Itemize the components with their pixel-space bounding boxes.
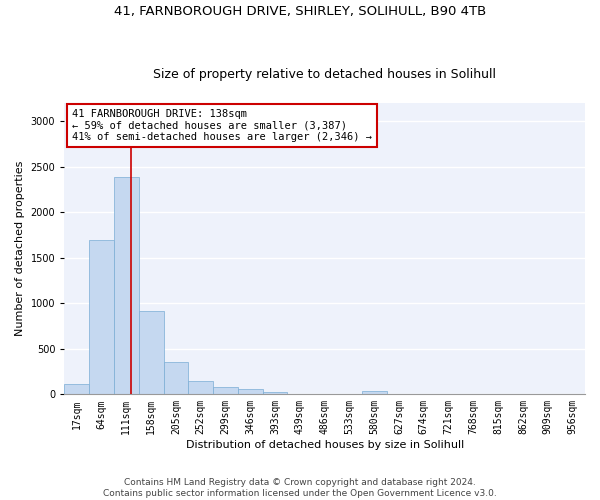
Text: Contains HM Land Registry data © Crown copyright and database right 2024.
Contai: Contains HM Land Registry data © Crown c…: [103, 478, 497, 498]
Bar: [164, 362, 188, 394]
Text: 41 FARNBOROUGH DRIVE: 138sqm
← 59% of detached houses are smaller (3,387)
41% of: 41 FARNBOROUGH DRIVE: 138sqm ← 59% of de…: [72, 109, 372, 142]
Bar: [188, 380, 213, 394]
Bar: [238, 390, 263, 394]
Text: 41, FARNBOROUGH DRIVE, SHIRLEY, SOLIHULL, B90 4TB: 41, FARNBOROUGH DRIVE, SHIRLEY, SOLIHULL…: [114, 5, 486, 18]
Bar: [213, 387, 238, 394]
Bar: [64, 384, 89, 394]
Title: Size of property relative to detached houses in Solihull: Size of property relative to detached ho…: [153, 68, 496, 81]
Bar: [139, 310, 164, 394]
Y-axis label: Number of detached properties: Number of detached properties: [15, 161, 25, 336]
Bar: [89, 240, 114, 394]
Bar: [114, 176, 139, 394]
Bar: [362, 391, 386, 394]
X-axis label: Distribution of detached houses by size in Solihull: Distribution of detached houses by size …: [185, 440, 464, 450]
Bar: [263, 392, 287, 394]
